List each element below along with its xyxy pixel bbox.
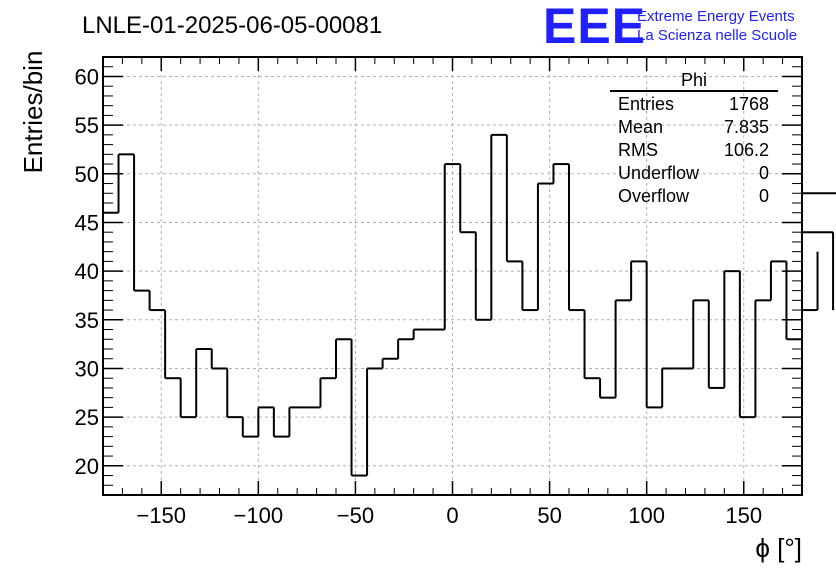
eee-logo-line1: Extreme Energy Events	[637, 8, 795, 25]
y-tick-label: 50	[75, 162, 99, 187]
grid-lines	[103, 57, 802, 495]
stats-value-overflow: 0	[759, 186, 769, 206]
y-tick-label: 20	[75, 454, 99, 479]
x-tick-label: 150	[725, 503, 762, 528]
y-tick-label: 30	[75, 356, 99, 381]
x-tick-label: −150	[136, 503, 186, 528]
eee-logo: EEE Extreme Energy Events La Scienza nel…	[543, 0, 797, 54]
y-tick-label: 45	[75, 210, 99, 235]
stats-label-entries: Entries	[618, 94, 674, 114]
y-tick-labels: 20 25 30 35 40 45 50 55 60	[75, 64, 99, 478]
x-tick-label: −100	[234, 503, 284, 528]
eee-logo-mark: EEE	[543, 0, 646, 54]
x-axis-label: ϕ [°]	[755, 533, 802, 563]
stats-value-rms: 106.2	[724, 140, 769, 160]
stats-label-rms: RMS	[618, 140, 658, 160]
axis-ticks	[102, 56, 803, 495]
histogram-bars	[103, 133, 836, 477]
y-tick-label: 35	[75, 308, 99, 333]
stats-value-entries: 1768	[729, 94, 769, 114]
stats-label-underflow: Underflow	[618, 163, 700, 183]
x-tick-labels: −150 −100 −50 0 50 100 150	[136, 503, 762, 528]
stats-title: Phi	[681, 70, 707, 90]
x-tick-label: 0	[446, 503, 458, 528]
stats-box: Phi Entries 1768 Mean 7.835 RMS 106.2 Un…	[610, 70, 778, 206]
stats-label-overflow: Overflow	[618, 186, 690, 206]
y-tick-label: 40	[75, 259, 99, 284]
y-tick-label: 55	[75, 113, 99, 138]
stats-value-mean: 7.835	[724, 117, 769, 137]
x-tick-label: −50	[337, 503, 374, 528]
chart-title: LNLE-01-2025-06-05-00081	[82, 12, 382, 39]
stats-value-underflow: 0	[759, 163, 769, 183]
x-tick-label: 100	[628, 503, 665, 528]
x-tick-label: 50	[537, 503, 561, 528]
stats-label-mean: Mean	[618, 117, 663, 137]
y-tick-label: 60	[75, 64, 99, 89]
y-tick-label: 25	[75, 405, 99, 430]
eee-logo-line2: La Scienza nelle Scuole	[637, 27, 797, 44]
y-axis-label: Entries/bin	[18, 51, 48, 174]
